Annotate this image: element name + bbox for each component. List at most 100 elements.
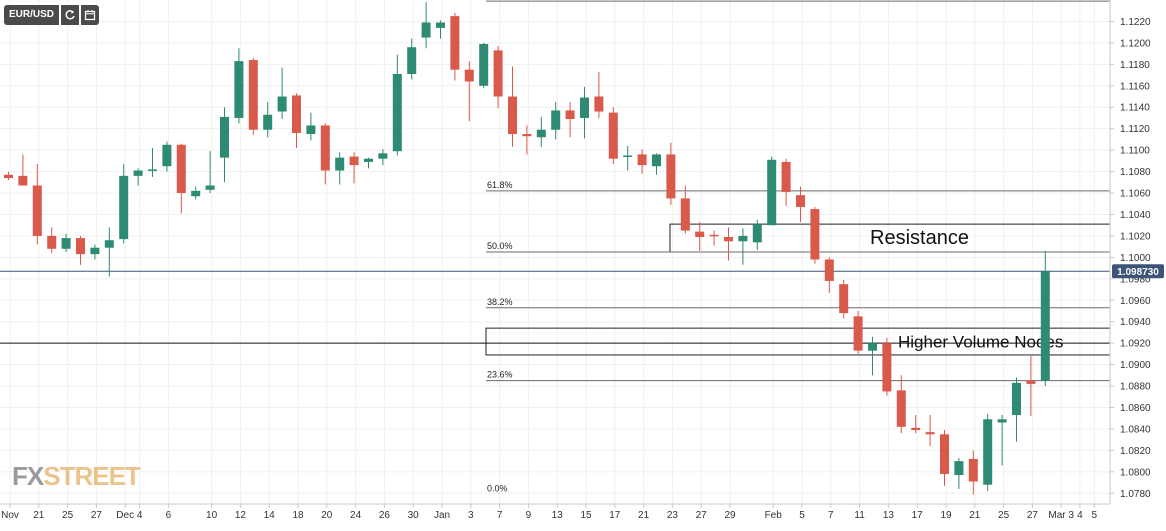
y-tick-label: 1.0800 <box>1120 467 1151 478</box>
candle-body <box>1040 271 1050 381</box>
candle-body <box>565 110 575 120</box>
candle-body <box>234 61 244 118</box>
candle-body <box>263 114 273 130</box>
candle-body <box>551 110 561 130</box>
current-price-layer: 1.098730 <box>1112 264 1164 279</box>
candle-body <box>407 47 417 74</box>
y-tick-label: 1.0840 <box>1120 424 1151 435</box>
candle-body <box>61 238 71 249</box>
candle-body <box>868 343 877 351</box>
y-tick-label: 1.1140 <box>1120 103 1150 114</box>
candle-body <box>882 343 892 392</box>
candle-body <box>810 209 820 260</box>
y-tick-label: 1.1100 <box>1120 146 1150 157</box>
fib-label: 23.6% <box>487 370 513 380</box>
candle-body <box>781 161 791 192</box>
x-tick-label: 26 <box>379 510 391 521</box>
candle-body <box>738 235 748 242</box>
fib-label: 61.8% <box>487 180 513 190</box>
candle-body <box>4 174 13 179</box>
y-tick-label: 1.0880 <box>1120 382 1151 393</box>
candle-body <box>320 125 330 171</box>
candle-body <box>709 234 719 237</box>
candle-body <box>392 73 402 152</box>
x-tick-label: 23 <box>667 510 679 521</box>
y-tick-label: 1.1080 <box>1120 167 1151 178</box>
fxstreet-logo: FXSTREET <box>12 461 141 492</box>
y-tick-label: 1.0940 <box>1120 317 1151 328</box>
candle-body <box>47 235 57 249</box>
y-tick-label: 1.0820 <box>1120 446 1151 457</box>
candle-body <box>954 461 964 476</box>
x-tick-label: 11 <box>854 510 865 521</box>
candle-body <box>277 96 287 112</box>
y-tick-label: 1.1120 <box>1120 124 1150 135</box>
calendar-button[interactable] <box>81 5 100 25</box>
candlestick-series <box>4 2 1050 495</box>
current-price-tag <box>1112 264 1164 279</box>
y-tick-label: 1.1220 <box>1120 17 1151 28</box>
refresh-button[interactable] <box>61 5 80 25</box>
y-tick-label: 1.0920 <box>1120 339 1151 350</box>
x-tick-label: 3 <box>468 510 474 521</box>
candle-body <box>32 185 42 236</box>
candle-body <box>911 427 921 431</box>
candle-body <box>580 97 589 118</box>
x-tick-label: 6 <box>166 510 172 521</box>
candle-body <box>767 159 777 226</box>
candle-body <box>493 50 503 97</box>
candle-body <box>680 198 690 231</box>
y-tick-label: 1.1200 <box>1120 38 1151 49</box>
candle-body <box>940 434 949 474</box>
x-axis-ticks: Nov 21 25 27 Dec 4 6 10 12 14 18 20 24 26 30 Jan 3 7 9 13 15… <box>1 504 1098 521</box>
zone-label: Resistance <box>870 227 969 249</box>
x-tick-label: Dec <box>116 510 134 521</box>
axes <box>0 0 1111 505</box>
x-tick-label: 27 <box>696 510 708 521</box>
x-tick-label: 24 <box>350 510 362 521</box>
candle-body <box>522 134 532 137</box>
candle-body <box>364 158 373 162</box>
x-tick-label: 13 <box>883 510 895 521</box>
y-tick-label: 1.0900 <box>1120 360 1151 371</box>
y-tick-label: 1.1040 <box>1120 210 1151 221</box>
candle-body <box>983 419 993 485</box>
candle-body <box>1026 380 1036 384</box>
x-tick-label: 15 <box>580 510 592 521</box>
candle-body <box>191 190 201 197</box>
candle-body <box>378 153 388 159</box>
candle-body <box>450 16 460 70</box>
x-tick-label: 27 <box>1027 510 1039 521</box>
x-tick-label: 18 <box>292 510 304 521</box>
candle-body <box>896 390 906 427</box>
chart-toolbar: EUR/USD <box>4 5 100 25</box>
x-tick-label: Mar 3 <box>1048 510 1074 521</box>
x-tick-label: 10 <box>206 510 218 521</box>
x-tick-label: 4 <box>137 510 143 521</box>
x-tick-label: Nov <box>1 510 19 521</box>
y-tick-label: 1.1060 <box>1120 189 1151 200</box>
candle-body <box>464 69 474 82</box>
candle-body <box>205 185 215 190</box>
horizontal-levels <box>0 0 1110 382</box>
candle-body <box>752 224 762 243</box>
candle-body <box>220 116 229 158</box>
candle-body <box>119 175 129 240</box>
y-tick-label: 1.1180 <box>1120 60 1150 71</box>
x-tick-label: 4 <box>1077 510 1083 521</box>
x-tick-label: 5 <box>1092 510 1098 521</box>
y-tick-label: 1.1160 <box>1120 81 1150 92</box>
y-tick-label: 1.1020 <box>1120 231 1151 242</box>
candle-body <box>997 419 1007 423</box>
y-tick-label: 1.0860 <box>1120 403 1151 414</box>
x-tick-label: 29 <box>724 510 736 521</box>
candle-body <box>637 154 647 166</box>
fib-label: 38.2% <box>487 297 513 307</box>
symbol-button[interactable]: EUR/USD <box>4 5 60 25</box>
x-tick-label: 5 <box>799 510 805 521</box>
candle-body <box>292 95 301 133</box>
x-tick-label: 7 <box>828 510 834 521</box>
candle-body <box>724 236 733 242</box>
